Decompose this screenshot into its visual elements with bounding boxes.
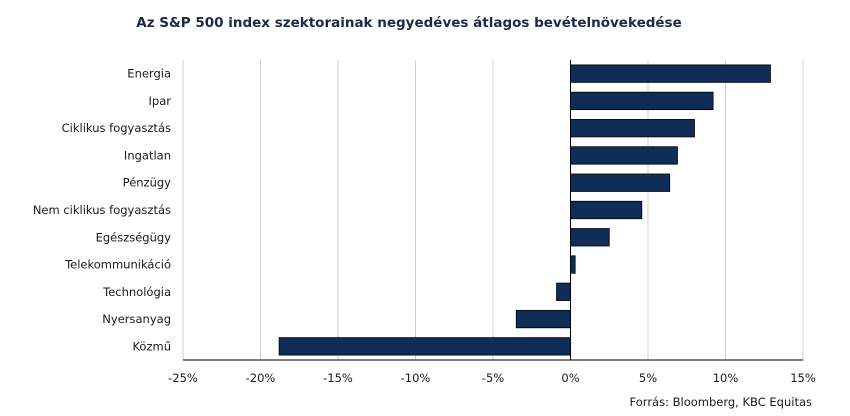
bar [570, 228, 610, 247]
bar [570, 91, 714, 111]
category-label: Ciklikus fogyasztás [62, 121, 171, 135]
category-label: Közmű [132, 339, 171, 353]
bar-layer [278, 64, 771, 356]
category-label: Nem ciklikus fogyasztás [33, 203, 171, 217]
category-label: Ipar [149, 94, 172, 108]
x-tick-label: -25% [168, 371, 198, 385]
category-label: Energia [127, 67, 171, 81]
source-note: Forrás: Bloomberg, KBC Equitas [630, 395, 812, 409]
category-label: Nyersanyag [102, 312, 171, 326]
bar [570, 173, 671, 192]
x-tick-label: -15% [323, 371, 353, 385]
category-labels: Energia Ipar Ciklikus fogyasztás Ingatlan Pé… [33, 67, 171, 354]
x-tick-label: 15% [790, 371, 816, 385]
x-tick-label: 10% [713, 371, 739, 385]
chart-title: Az S&P 500 index szektorainak negyedéves… [136, 15, 682, 31]
x-tick-label: 5% [639, 371, 657, 385]
bar [570, 119, 695, 138]
bar [570, 200, 643, 220]
bar [570, 255, 576, 274]
x-tick-label: -5% [482, 371, 504, 385]
category-label: Technológia [102, 285, 171, 299]
x-tick-labels: -25% -20% -15% -10% -5% 0% 5% 10% 15% [168, 371, 816, 385]
bar [278, 337, 571, 356]
bar [515, 309, 571, 329]
x-tick-label: -10% [401, 371, 431, 385]
category-label: Telekommunikáció [64, 258, 171, 272]
x-tick-label: -20% [246, 371, 276, 385]
bar [570, 146, 678, 165]
category-label: Ingatlan [124, 148, 171, 162]
x-tick-label: 0% [561, 371, 579, 385]
bar [556, 282, 571, 301]
category-label: Egészségügy [96, 230, 172, 244]
bar [570, 64, 771, 83]
category-label: Pénzügy [123, 176, 172, 190]
